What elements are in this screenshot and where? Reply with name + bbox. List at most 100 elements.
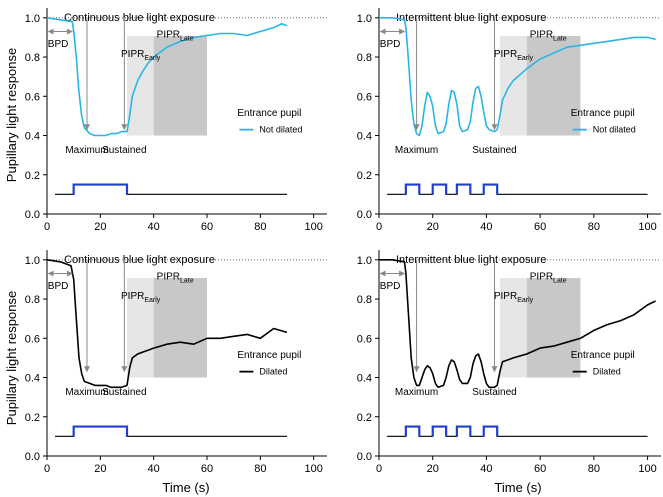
y-tick-label: 0.6 <box>357 91 372 103</box>
stimulus-pulse <box>482 425 499 437</box>
legend-title: Entrance pupil <box>571 108 635 119</box>
maximum-label: Maximum <box>395 145 438 156</box>
y-tick-label: 1.0 <box>25 13 40 25</box>
y-tick-label: 0.0 <box>25 451 40 463</box>
x-tick-label: 80 <box>588 463 600 475</box>
x-tick-label: 0 <box>376 463 382 475</box>
x-tick-label: 60 <box>534 221 546 233</box>
stimulus-pulse <box>455 183 472 195</box>
legend-title: Entrance pupil <box>237 108 301 119</box>
x-tick-label: 100 <box>638 463 656 475</box>
bpd-label: BPD <box>380 281 401 292</box>
y-tick-label: 0.2 <box>357 170 372 182</box>
x-tick-label: 100 <box>638 221 656 233</box>
y-tick-label: 0.2 <box>25 412 40 424</box>
y-tick-label: 1.0 <box>357 13 372 25</box>
pupil-response-series <box>46 17 288 137</box>
stimulus-baseline <box>55 183 287 195</box>
x-tick-label: 0 <box>376 221 382 233</box>
pipr-early-window <box>499 36 527 136</box>
y-tick-label: 0.2 <box>25 170 40 182</box>
stimulus-baseline <box>387 183 648 195</box>
y-tick-label: 0.0 <box>357 209 372 221</box>
x-tick-label: 40 <box>148 221 160 233</box>
legend-title: Entrance pupil <box>571 350 635 361</box>
stimulus-pulse <box>72 425 129 437</box>
y-tick-label: 0.0 <box>357 451 372 463</box>
x-tick-label: 0 <box>44 221 50 233</box>
maximum-label: Maximum <box>395 387 438 398</box>
panel-top-right: 0.0 0.2 0.4 0.6 0.8 1.0 0 20 40 60 80 100 Intermitte… <box>357 8 661 233</box>
legend-title: Entrance pupil <box>237 350 301 361</box>
y-tick-label: 0.8 <box>357 52 372 64</box>
x-tick-label: 100 <box>304 463 322 475</box>
bpd-label: BPD <box>380 39 401 50</box>
pipr-late-window <box>153 278 207 378</box>
panel-top-left: 0.0 0.2 0.4 0.6 0.8 1.0 0 20 40 60 80 100 Continuous… <box>25 8 327 233</box>
legend-item: Dilated <box>259 367 287 377</box>
y-tick-label: 0.4 <box>25 373 40 385</box>
stimulus-baseline <box>55 425 287 437</box>
y-tick-label: 1.0 <box>357 255 372 267</box>
y-tick-label: 0.4 <box>25 131 40 143</box>
y-tick-label: 1.0 <box>25 255 40 267</box>
pupil-response-series <box>46 259 288 389</box>
panel-bottom-right: 0.0 0.2 0.4 0.6 0.8 1.0 0 20 40 60 80 100 Intermitte… <box>357 250 661 475</box>
panel-title: Intermittent blue light exposure <box>396 254 546 266</box>
stimulus-pulse <box>72 183 129 195</box>
legend-item: Not dilated <box>593 125 636 135</box>
x-tick-label: 60 <box>201 463 213 475</box>
x-tick-label: 20 <box>427 221 439 233</box>
bpd-label: BPD <box>48 39 69 50</box>
x-tick-label: 80 <box>254 221 266 233</box>
pipr-late-window <box>153 36 207 136</box>
y-tick-label: 0.6 <box>25 333 40 345</box>
x-tick-label: 40 <box>480 463 492 475</box>
y-tick-label: 0.4 <box>357 373 372 385</box>
stimulus-pulse <box>455 425 472 437</box>
legend-item: Dilated <box>593 367 621 377</box>
x-axis-label-left: Time (s) <box>162 480 209 495</box>
sustained-label: Sustained <box>472 145 516 156</box>
y-tick-label: 0.6 <box>25 91 40 103</box>
x-tick-label: 100 <box>304 221 322 233</box>
y-tick-label: 0.8 <box>357 294 372 306</box>
stimulus-pulse <box>404 183 421 195</box>
x-axis-label-right: Time (s) <box>494 480 541 495</box>
x-tick-label: 20 <box>94 463 106 475</box>
y-tick-label: 0.2 <box>357 412 372 424</box>
pupil-response-series <box>379 259 656 389</box>
x-tick-label: 60 <box>201 221 213 233</box>
x-tick-label: 40 <box>148 463 160 475</box>
x-tick-label: 0 <box>44 463 50 475</box>
bpd-label: BPD <box>48 281 69 292</box>
x-tick-label: 40 <box>480 221 492 233</box>
panel-bottom-left: 0.0 0.2 0.4 0.6 0.8 1.0 0 20 40 60 80 100 Continuous… <box>25 250 327 475</box>
legend-item: Not dilated <box>259 125 302 135</box>
stimulus-pulse <box>431 183 448 195</box>
panel-title: Continuous blue light exposure <box>64 254 215 266</box>
stimulus-pulse <box>404 425 421 437</box>
y-tick-label: 0.0 <box>25 209 40 221</box>
x-tick-label: 80 <box>588 221 600 233</box>
sustained-label: Sustained <box>102 387 146 398</box>
x-tick-label: 20 <box>427 463 439 475</box>
pipr-early-window <box>127 36 154 136</box>
stimulus-pulse <box>431 425 448 437</box>
x-tick-label: 20 <box>94 221 106 233</box>
y-tick-label: 0.8 <box>25 294 40 306</box>
panel-title: Continuous blue light exposure <box>64 12 215 24</box>
y-tick-label: 0.8 <box>25 52 40 64</box>
pupil-response-series <box>379 17 656 137</box>
sustained-label: Sustained <box>472 387 516 398</box>
y-tick-label: 0.6 <box>357 333 372 345</box>
pipr-late-window <box>526 278 581 378</box>
sustained-label: Sustained <box>102 145 146 156</box>
x-tick-label: 60 <box>534 463 546 475</box>
maximum-label: Maximum <box>65 387 108 398</box>
y-axis-label: Pupillary light response <box>4 48 19 182</box>
stimulus-pulse <box>482 183 499 195</box>
maximum-label: Maximum <box>65 145 108 156</box>
panel-title: Intermittent blue light exposure <box>396 12 546 24</box>
